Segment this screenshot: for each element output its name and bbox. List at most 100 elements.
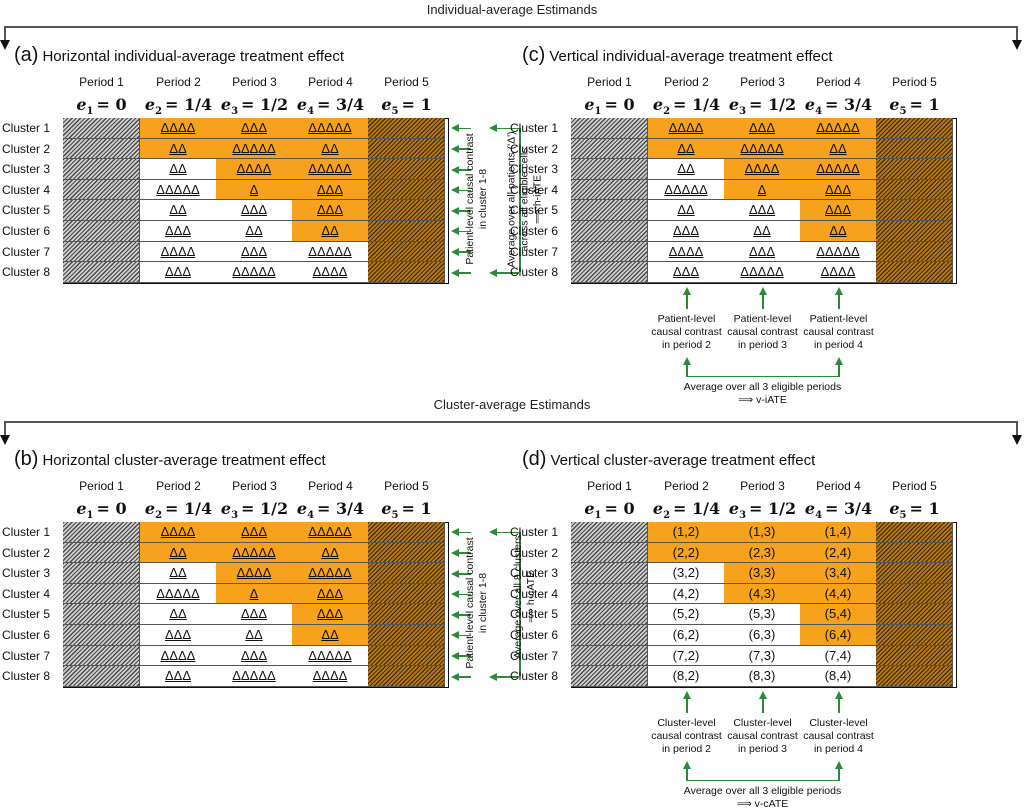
control-period-cell [63,666,140,687]
control-cell: ΔΔΔΔΔ [724,262,801,283]
patient-triangles: ΔΔ [677,202,695,218]
exposure-symbol: e [381,95,392,114]
treated-cell: ΔΔΔΔΔ [292,563,369,584]
treated-cell: ΔΔΔ [216,522,293,543]
green-arrow-up-icon [834,356,843,365]
green-arrow-shaft [459,573,471,575]
treated-cell: ΔΔΔΔΔ [800,118,877,139]
exposure-header: e2 = 1/4 [140,499,217,521]
all-treated-period-cell [876,604,953,625]
cluster-period-pair: (6,4) [824,627,852,642]
control-cell: (6,3) [724,625,801,646]
cluster-period-pair: (7,2) [672,647,700,663]
cluster-label: Cluster 8 [2,265,51,280]
exposure-symbol: e [296,499,308,518]
cluster-label: Cluster 1 [510,121,559,135]
control-cell: (6,2) [648,625,725,646]
control-cell: ΔΔΔ [140,262,217,283]
cluster-label: Cluster 3 [510,566,559,581]
exposure-subscript: 3 [739,106,747,118]
control-period-cell [63,262,140,283]
all-treated-period-cell [876,666,953,687]
patient-triangles: ΔΔ [829,223,847,238]
patient-triangles: ΔΔ [169,544,187,560]
green-arrow-left-icon [451,610,459,619]
all-treated-period-cell [368,262,445,283]
cluster-label: Cluster 8 [2,669,51,684]
treated-cell: ΔΔ [292,625,369,646]
exposure-value: = 1 [401,499,432,518]
patient-contrast-note: Patient-level causal contrast in cluster… [464,537,489,670]
treated-cell: ΔΔΔΔ [216,563,293,584]
cluster-label: Cluster 1 [2,525,51,539]
control-period-cell [63,138,140,160]
patient-triangles: ΔΔΔΔ [236,161,272,177]
period-header: Period 2 [664,75,709,89]
treated-cell: ΔΔΔΔΔ [292,159,369,180]
exposure-header: e2 = 1/4 [140,95,217,117]
control-cell: (8,3) [724,666,801,687]
green-arrow-left-icon [451,206,459,215]
control-period-cell [63,221,140,242]
green-bracket-line [838,364,840,377]
exposure-subscript: 5 [899,106,907,118]
green-arrow-left-icon [451,124,459,133]
patient-triangles: ΔΔΔΔ [160,647,196,663]
period-header: Period 3 [740,479,785,493]
control-cell: ΔΔ [140,563,217,584]
green-arrow-left-icon [451,144,459,153]
control-period-cell [63,200,140,221]
exposure-symbol: e [728,95,740,114]
exposure-value: = 0 [604,499,635,518]
green-bracket-line [497,676,519,678]
patient-triangles: ΔΔΔΔ [312,668,348,684]
control-cell: ΔΔ [216,221,293,242]
cluster-bracket [4,421,1018,423]
cluster-label: Cluster 5 [510,203,559,218]
green-bracket-line [686,375,840,378]
control-cell: ΔΔΔ [140,625,217,646]
control-cell: (8,4) [800,666,877,687]
control-period-cell [63,179,140,201]
patient-triangles: ΔΔ [169,606,187,622]
patient-triangles: ΔΔΔ [164,264,192,280]
panel-letter: (c) [522,44,546,66]
control-cell: ΔΔ [724,221,801,242]
panel-title-text: Horizontal cluster-average treatment eff… [42,452,326,469]
exposure-header: e1 = 0 [571,499,648,521]
cluster-period-pair: (2,4) [824,544,852,560]
patient-triangles: ΔΔΔΔ [160,120,196,135]
patient-triangles: ΔΔΔΔ [160,243,196,259]
patient-triangles: Δ [249,585,259,601]
exposure-header: e2 = 1/4 [648,95,725,117]
patient-triangles: ΔΔ [169,202,187,218]
exposure-header: e3 = 1/2 [216,95,293,117]
period-header: Period 3 [740,75,785,89]
patient-triangles: ΔΔ [753,223,771,238]
treated-cell: Δ [216,179,293,201]
patient-triangles: ΔΔΔΔΔ [816,120,860,135]
cluster-label: Cluster 5 [2,607,51,622]
control-cell: ΔΔ [140,200,217,221]
cluster-label: Cluster 4 [510,182,559,197]
control-period-cell [63,604,140,625]
all-treated-period-cell [876,159,953,180]
treated-cell: ΔΔ [140,542,217,564]
panel-letter: (d) [522,448,547,470]
cluster-period-pair: (5,3) [748,606,776,622]
green-arrow-left-icon [451,569,459,578]
exposure-value: = 1/2 [241,499,289,518]
period-header: Period 4 [816,479,861,493]
individual-bracket [4,26,1018,28]
exposure-subscript: 1 [594,106,602,118]
period-header: Period 5 [892,479,937,493]
green-arrow-shaft [459,127,471,130]
green-arrow-up-icon [682,760,691,769]
all-treated-period-cell [876,522,953,543]
control-cell: ΔΔΔΔΔ [216,262,293,283]
down-arrow-icon [1012,435,1022,445]
period-header: Period 5 [384,75,429,89]
cluster-period-pair: (2,2) [672,544,700,560]
treated-cell: ΔΔΔΔ [724,159,801,180]
green-arrow-up-icon [682,690,691,699]
